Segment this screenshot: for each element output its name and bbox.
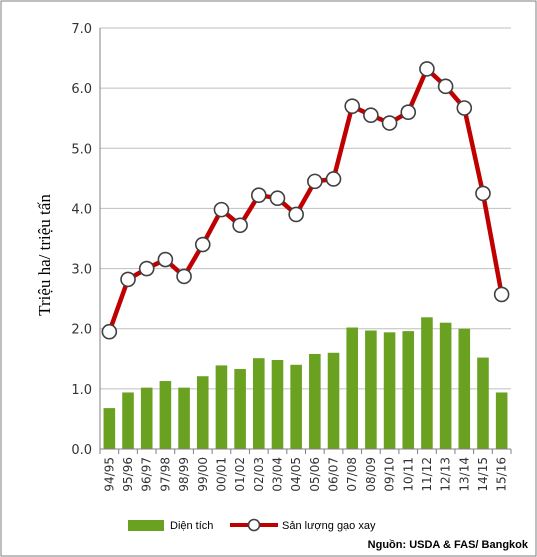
x-tick-label: 08/09 <box>364 457 378 492</box>
bar-series <box>103 317 508 449</box>
line-point <box>381 115 398 131</box>
line-point <box>213 201 230 218</box>
bar <box>346 327 358 449</box>
bar <box>458 328 471 449</box>
y-tick-label: 2.0 <box>71 323 92 338</box>
line-point <box>157 251 174 268</box>
bar <box>421 317 433 449</box>
bar <box>327 352 340 449</box>
line-point <box>437 78 454 95</box>
line-point <box>419 61 435 77</box>
line-point <box>325 171 342 187</box>
bar <box>439 322 452 449</box>
x-tick-label: 04/05 <box>289 457 303 492</box>
x-tick-label: 12/13 <box>439 457 453 492</box>
line-point <box>269 190 286 207</box>
bar <box>178 387 190 449</box>
x-tick-label: 97/98 <box>158 457 172 492</box>
x-tick-label: 06/07 <box>327 457 341 492</box>
bar <box>290 364 302 449</box>
bar <box>383 332 396 449</box>
bar <box>271 359 284 449</box>
y-tick-label: 5.0 <box>71 142 92 157</box>
y-tick-label: 3.0 <box>71 263 92 278</box>
x-tick-label: 98/99 <box>177 457 191 492</box>
line-point <box>101 323 118 340</box>
legend-line-label: Sản lượng gạo xay <box>282 520 376 532</box>
line-point <box>307 173 323 190</box>
line-point <box>400 104 417 120</box>
bar <box>477 357 489 449</box>
bar <box>140 387 153 449</box>
x-tick-labels: 94/95 95/96 96/97 97/98 98/99 99/00 00/01 01/02… <box>102 457 508 492</box>
x-tick-label: 13/14 <box>457 457 471 492</box>
x-tick-label: 96/97 <box>140 457 154 492</box>
line-point <box>288 206 304 223</box>
x-tick-label: 94/95 <box>102 457 116 492</box>
bar <box>234 369 246 449</box>
x-tick-label: 01/02 <box>233 457 247 492</box>
line-point <box>363 107 379 124</box>
series-line <box>107 66 504 333</box>
line-point <box>120 271 136 288</box>
x-tick-label: 15/16 <box>495 457 509 492</box>
legend-line-marker <box>247 518 261 532</box>
bar <box>103 408 116 449</box>
bar <box>122 392 134 449</box>
bar <box>253 358 265 449</box>
line-point <box>344 98 361 114</box>
bar <box>365 330 377 449</box>
x-tick-label: 14/15 <box>476 457 490 492</box>
line-series <box>101 61 510 340</box>
x-tick-label: 11/12 <box>420 457 434 492</box>
line-point <box>456 100 473 116</box>
legend-bar-swatch <box>128 520 164 531</box>
axes <box>99 28 512 454</box>
line-point <box>194 236 211 253</box>
y-tick-label: 0.0 <box>71 443 92 458</box>
line-point <box>138 260 155 277</box>
bar <box>196 376 209 449</box>
source-note: Nguồn: USDA & FAS/ Bangkok <box>368 539 529 551</box>
y-axis-label: Triệu ha/ triệu tấn <box>35 194 54 316</box>
line-point <box>475 185 491 202</box>
bar <box>402 331 415 449</box>
y-tick-labels: 0.0 1.0 2.0 3.0 4.0 5.0 6.0 7.0 <box>71 22 92 458</box>
x-tick-label: 07/08 <box>345 457 359 492</box>
line-point <box>493 286 510 303</box>
y-tick-label: 1.0 <box>71 383 92 398</box>
x-tick-label: 10/11 <box>401 457 415 492</box>
x-tick-label: 09/10 <box>383 457 397 492</box>
legend: Diện tích Sản lượng gạo xay <box>128 518 376 532</box>
line-point <box>250 187 267 203</box>
line-point <box>176 268 192 285</box>
y-tick-label: 7.0 <box>71 22 92 37</box>
bar <box>215 365 228 449</box>
bar <box>309 353 321 449</box>
y-tick-label: 4.0 <box>71 202 92 217</box>
x-tick-label: 05/06 <box>308 457 322 492</box>
bar <box>159 381 172 449</box>
bar <box>495 392 508 449</box>
x-tick-label: 03/04 <box>270 457 284 492</box>
x-tick-label: 00/01 <box>214 457 228 492</box>
y-tick-label: 6.0 <box>71 82 92 97</box>
x-tick-label: 95/96 <box>121 457 135 492</box>
legend-bar-label: Diện tích <box>170 520 213 532</box>
x-tick-label: 99/00 <box>196 457 210 492</box>
x-tick-label: 02/03 <box>252 457 266 492</box>
line-point <box>232 217 248 234</box>
